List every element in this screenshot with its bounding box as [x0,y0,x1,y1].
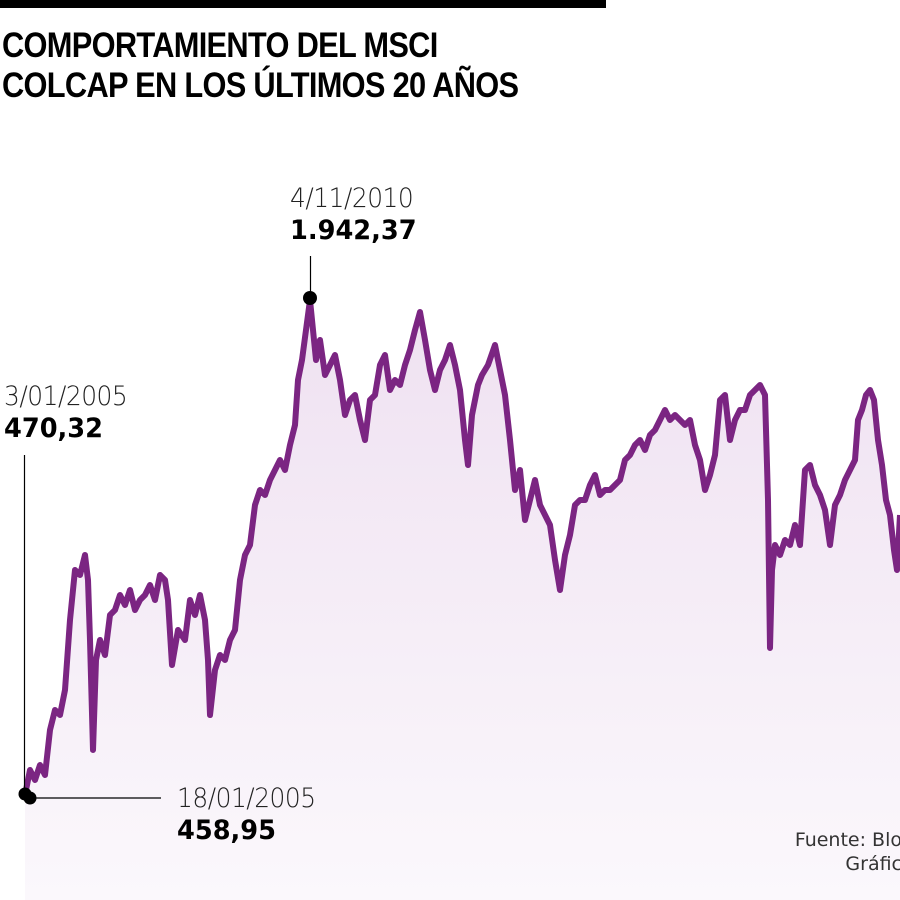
source-note: Fuente: Blo Gráfic [795,828,900,876]
area-fill [25,300,900,900]
low-date: 18/01/2005 [177,783,316,814]
start-date: 3/01/2005 [4,381,128,412]
peak-annotation: 4/11/2010 1.942,37 [290,183,424,247]
title-bar [0,0,606,8]
index-line [22,297,900,796]
chart-title-line-2: COLCAP EN LOS ÚLTIMOS 20 AÑOS [2,66,519,105]
peak-value: 1.942,37 [290,215,417,246]
start-annotation: 3/01/2005 470,32 [4,381,138,445]
chart-title-line-1: COMPORTAMIENTO DEL MSCI [2,26,438,65]
low-marker [23,791,37,805]
low-value: 458,95 [177,815,276,846]
chart-title: COMPORTAMIENTO DEL MSCI COLCAP EN LOS ÚL… [2,26,519,106]
low-annotation: 18/01/2005 458,95 [177,783,328,847]
peak-marker [303,291,317,305]
start-value: 470,32 [4,413,103,444]
source-line-1: Fuente: Blo [794,829,900,851]
source-line-2: Gráfic [845,853,900,875]
peak-date: 4/11/2010 [290,183,414,214]
